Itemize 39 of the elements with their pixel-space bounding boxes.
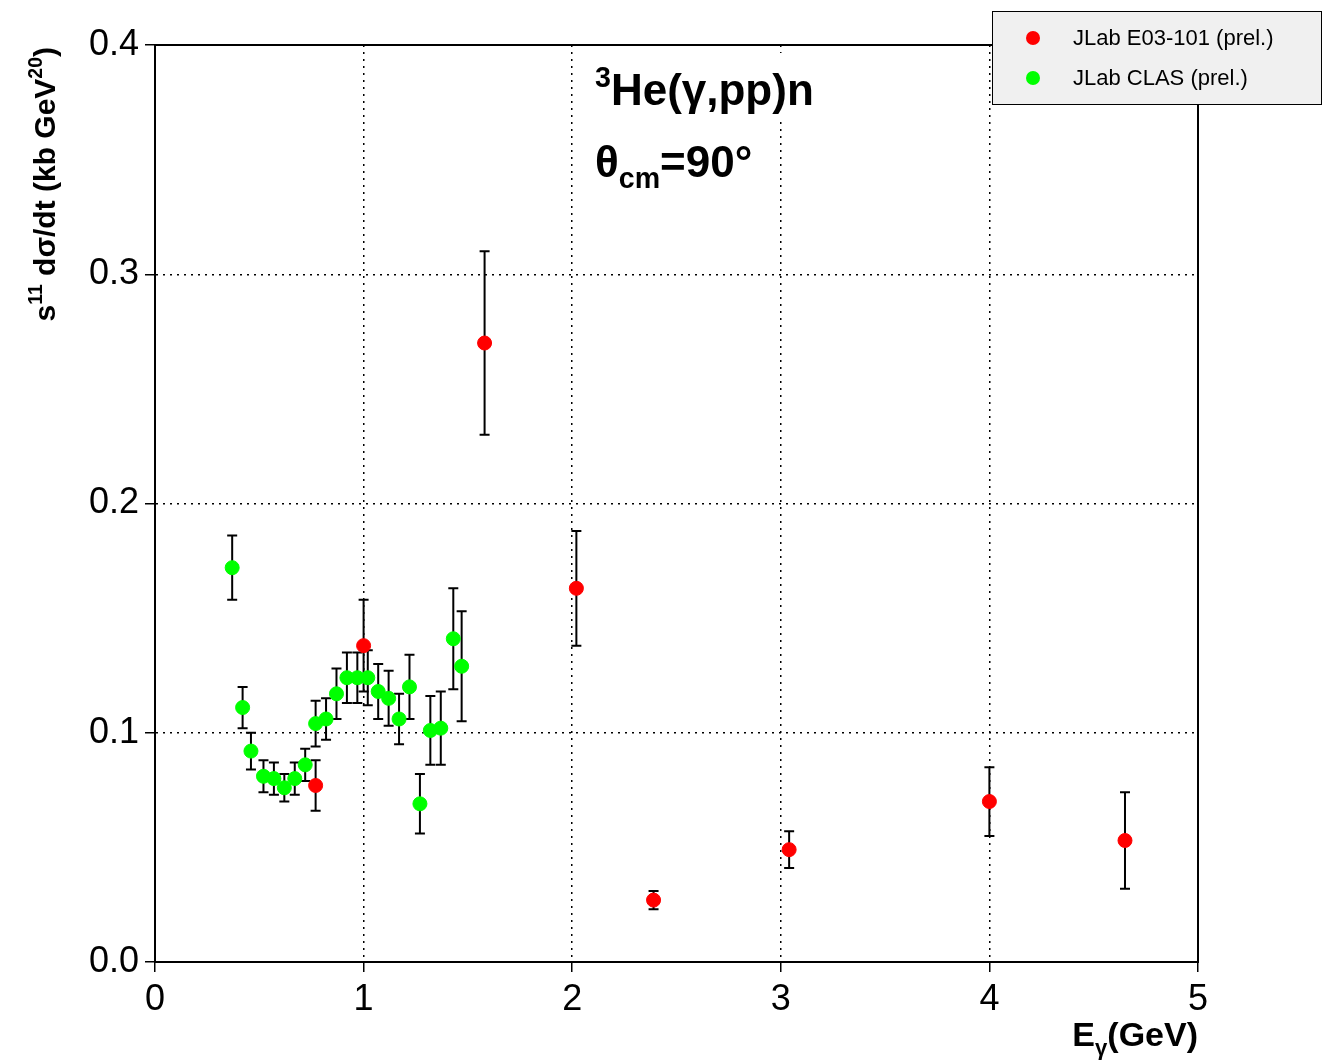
y-axis-title: s11 dσ/dt (kb GeV20) [24,46,61,322]
point [568,580,584,596]
point [287,771,303,787]
y-tick-label: 0.3 [88,251,139,293]
x-tick-label: 2 [562,976,583,1018]
y-tick-label: 0.0 [88,938,139,980]
point [477,335,493,351]
point [370,683,386,699]
x-tick-label: 1 [353,976,374,1018]
point [318,711,334,727]
point [297,757,313,773]
point [243,743,259,759]
point [235,700,251,716]
point [224,560,240,576]
y-tick-label: 0.1 [88,709,139,751]
point [781,842,797,858]
point [360,670,376,686]
point [276,780,292,796]
point [308,777,324,793]
point [328,686,344,702]
legend-label: JLab CLAS (prel.) [1073,65,1248,91]
point [1117,833,1133,848]
point [266,771,282,787]
x-tick-label: 4 [979,976,1000,1018]
point [381,690,397,706]
x-tick-label: 5 [1187,976,1209,1018]
y-tick-label: 0.2 [88,480,139,522]
point [401,679,417,695]
point [356,638,372,654]
x-tick-label: 3 [770,976,791,1018]
point [454,658,470,674]
point [981,794,997,810]
y-tick-label: 0.4 [88,21,139,63]
point [445,631,461,647]
point [433,720,449,736]
point [391,711,407,727]
x-tick-label: 0 [144,976,166,1018]
point [412,796,428,812]
legend-label: JLab E03-101 (prel.) [1073,25,1274,51]
